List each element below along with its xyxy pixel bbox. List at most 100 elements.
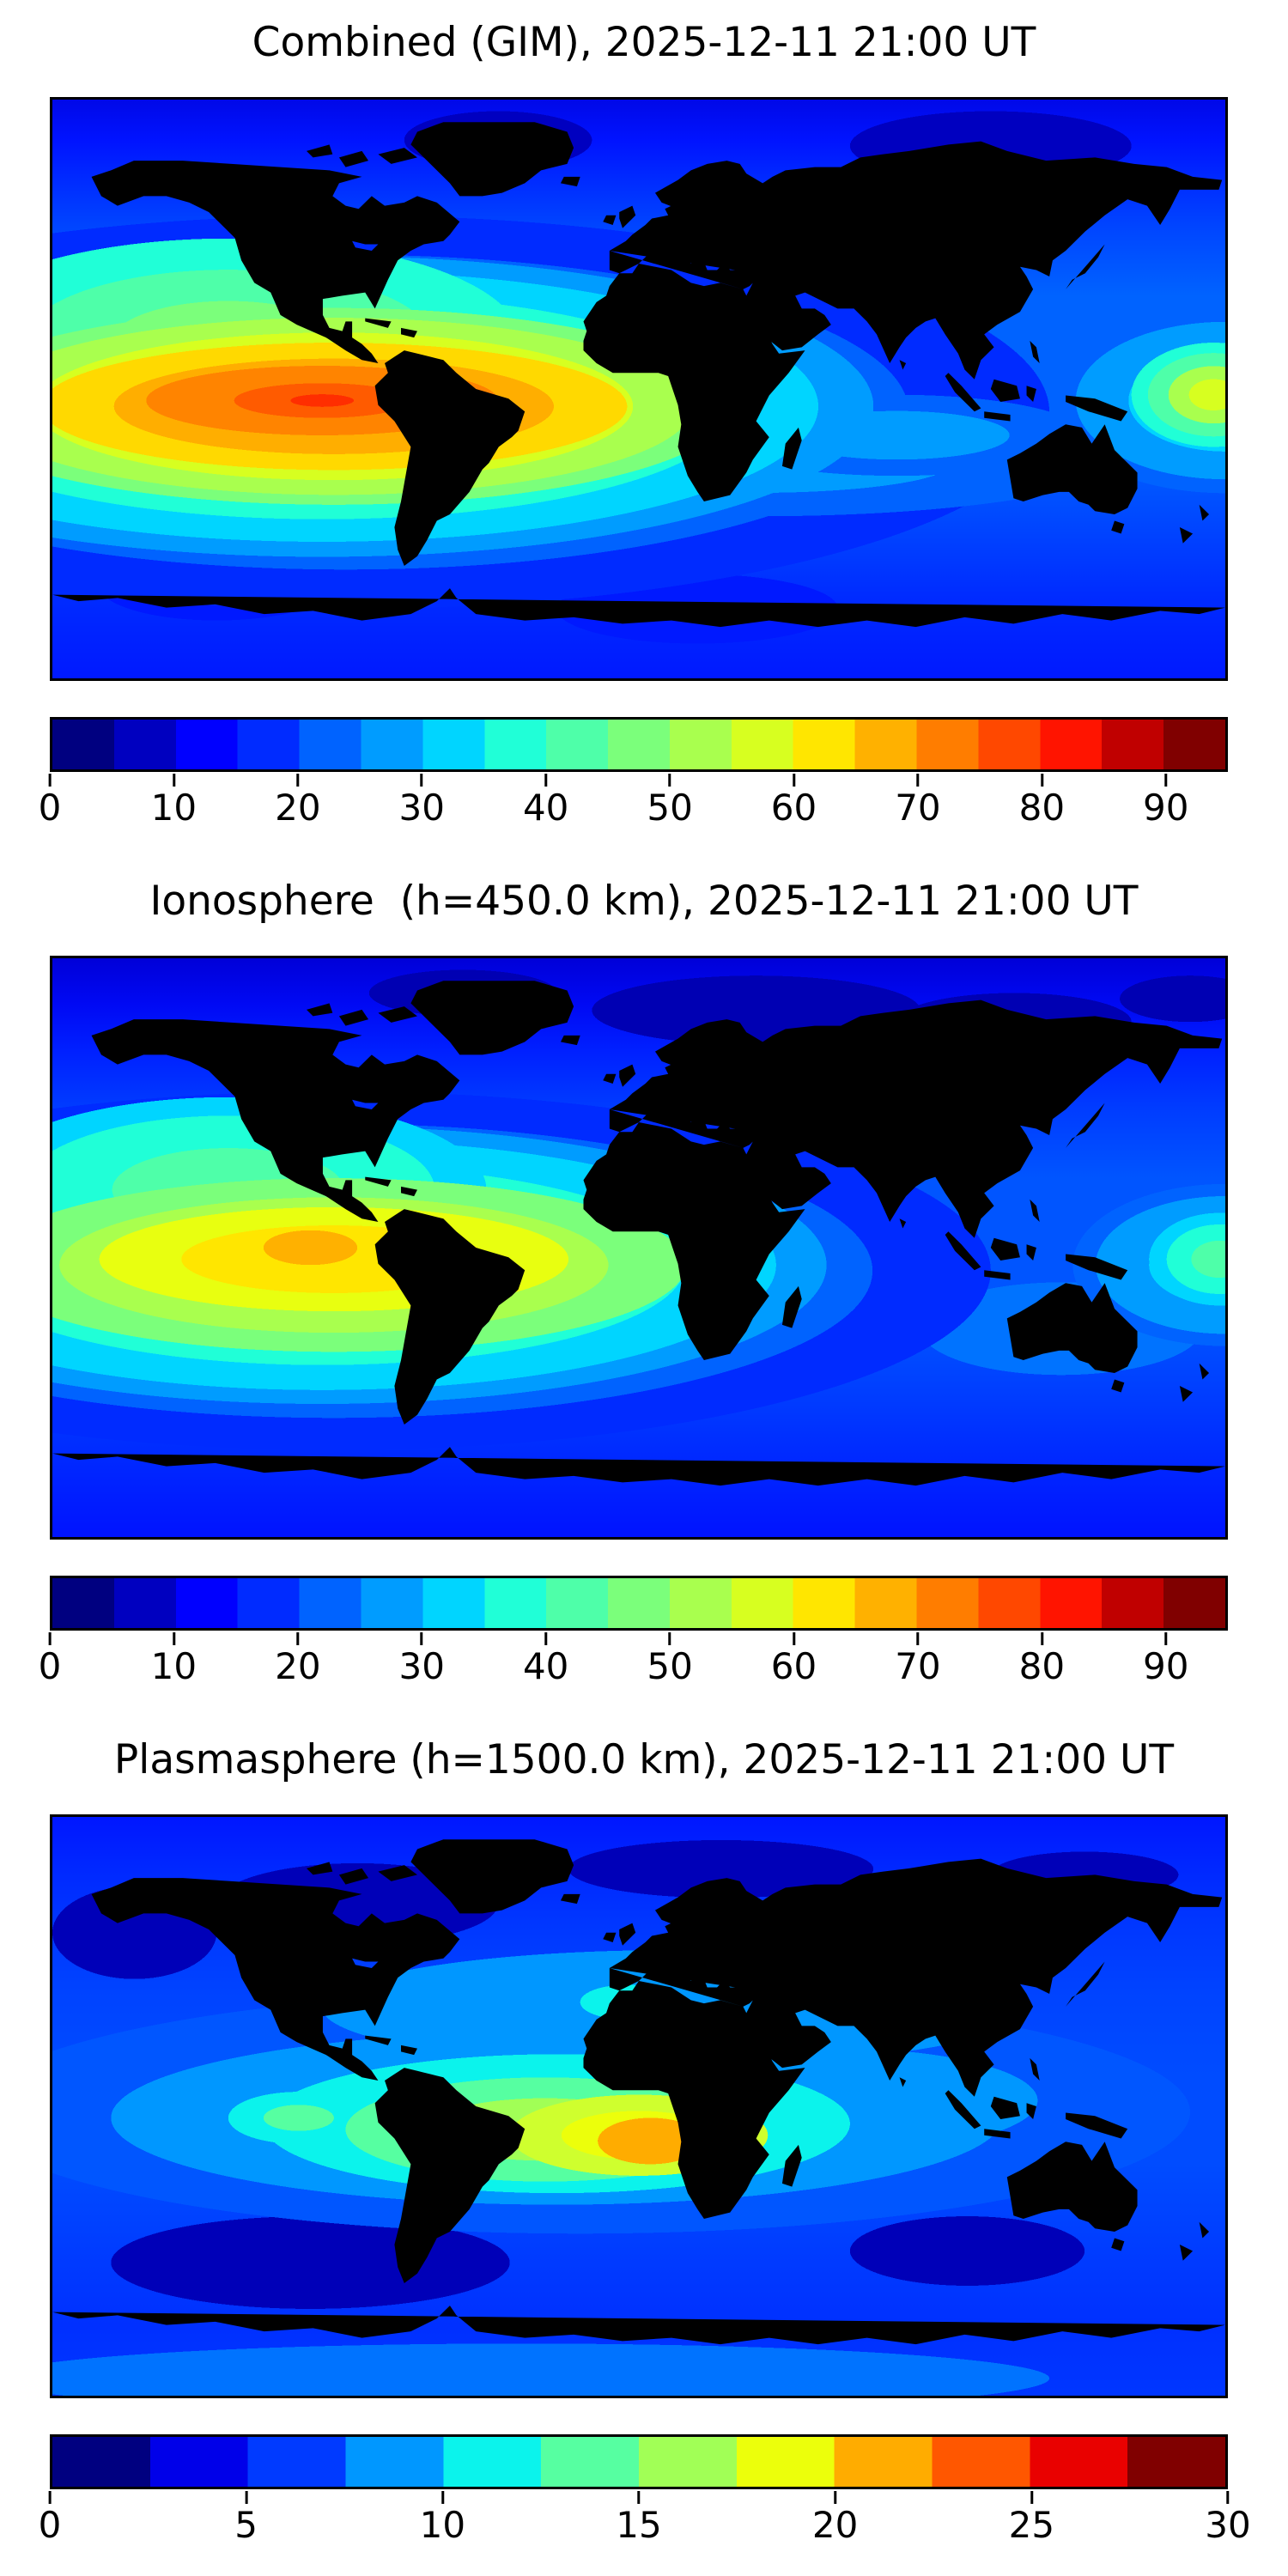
colorbar-tick-90: 90 [1143, 774, 1189, 829]
tick-mark [172, 774, 175, 787]
tick-mark [1040, 774, 1043, 787]
tick-mark [48, 774, 52, 787]
colorbar-tick-80: 80 [1019, 774, 1065, 829]
coastline-overlay [52, 981, 1225, 1486]
tick-mark [793, 774, 796, 787]
tick-label: 20 [275, 1645, 321, 1687]
colorbar-ticks-plasmasphere: 0 5 10 15 20 25 30 [39, 2491, 1251, 2568]
tick-label: 90 [1143, 1645, 1189, 1687]
tick-mark [172, 1632, 175, 1645]
colorbar-ticks-ionosphere: 0 10 20 30 40 50 60 70 80 90 [39, 1632, 1228, 1710]
colorbar-tick-30: 30 [399, 774, 445, 829]
tick-mark [48, 2491, 52, 2504]
tick-label: 70 [895, 787, 941, 829]
tick-mark [1164, 1632, 1168, 1645]
colorbar-tick-30: 30 [399, 1632, 445, 1687]
tick-mark [245, 2491, 248, 2504]
colorbar-tick-70: 70 [895, 1632, 941, 1687]
tick-mark [1164, 774, 1168, 787]
tick-label: 90 [1143, 787, 1189, 829]
tick-label: 20 [275, 787, 321, 829]
colorbar-ionosphere [50, 1576, 1228, 1631]
colorbar-tick-20: 20 [812, 2491, 858, 2546]
map-ionosphere [50, 956, 1228, 1540]
colorbar-tick-25: 25 [1009, 2491, 1054, 2546]
tick-label: 70 [895, 1645, 941, 1687]
tick-label: 40 [522, 787, 569, 829]
colorbar-plasmasphere [50, 2434, 1228, 2489]
colorbar-combined [50, 717, 1228, 772]
tick-mark [544, 1632, 548, 1645]
tick-mark [1040, 1632, 1043, 1645]
tick-mark [834, 2491, 837, 2504]
tick-mark [1226, 2491, 1230, 2504]
colorbar-tick-10: 10 [420, 2491, 465, 2546]
colorbar-tick-10: 10 [151, 774, 197, 829]
colorbar-tick-60: 60 [771, 1632, 817, 1687]
tick-label: 15 [616, 2504, 662, 2546]
tick-mark [420, 774, 423, 787]
tick-mark [544, 774, 548, 787]
panel-title-combined: Combined (GIM), 2025-12-11 21:00 UT [252, 19, 1036, 66]
colorbar-tick-60: 60 [771, 774, 817, 829]
tick-label: 40 [522, 1645, 569, 1687]
tick-label: 25 [1008, 2504, 1055, 2546]
tick-mark [48, 1632, 52, 1645]
colorbar-tick-10: 10 [151, 1632, 197, 1687]
coastline-overlay [52, 1839, 1225, 2345]
colorbar-tick-5: 5 [234, 2491, 258, 2546]
tick-label: 50 [647, 1645, 693, 1687]
tick-label: 80 [1018, 787, 1066, 829]
tick-mark [668, 1632, 671, 1645]
panel-ionosphere: Ionosphere (h=450.0 km), 2025-12-11 21:0… [0, 859, 1288, 1717]
colorbar-tick-30: 30 [1205, 2491, 1251, 2546]
colorbar-tick-70: 70 [895, 774, 941, 829]
tick-label: 10 [150, 787, 197, 829]
panel-title-plasmasphere: Plasmasphere (h=1500.0 km), 2025-12-11 2… [113, 1736, 1175, 1783]
tick-mark [793, 1632, 796, 1645]
tick-mark [916, 1632, 920, 1645]
colorbar-tick-40: 40 [523, 1632, 568, 1687]
colorbar-tick-20: 20 [275, 774, 321, 829]
colorbar-tick-50: 50 [647, 1632, 693, 1687]
coastline-overlay [52, 122, 1225, 628]
tick-label: 20 [811, 2504, 859, 2546]
colorbar-tick-15: 15 [616, 2491, 662, 2546]
tick-label: 0 [38, 2504, 62, 2546]
tick-mark [420, 1632, 423, 1645]
colorbar-tick-80: 80 [1019, 1632, 1065, 1687]
tick-mark [440, 2491, 444, 2504]
panel-plasmasphere: Plasmasphere (h=1500.0 km), 2025-12-11 2… [0, 1717, 1288, 2576]
tick-mark [296, 774, 300, 787]
tick-label: 50 [647, 787, 693, 829]
colorbar-tick-90: 90 [1143, 1632, 1189, 1687]
tick-label: 10 [419, 2504, 466, 2546]
tick-label: 30 [398, 787, 445, 829]
tick-label: 60 [770, 1645, 817, 1687]
colorbar-tick-0: 0 [38, 774, 62, 829]
tick-mark [1030, 2491, 1033, 2504]
tick-mark [916, 774, 920, 787]
colorbar-tick-0: 0 [38, 2491, 62, 2546]
tick-label: 30 [398, 1645, 445, 1687]
tick-mark [296, 1632, 300, 1645]
panel-combined-gim: Combined (GIM), 2025-12-11 21:00 UT 0 10 2… [0, 0, 1288, 859]
tick-label: 80 [1018, 1645, 1066, 1687]
tick-label: 5 [234, 2504, 258, 2546]
colorbar-tick-0: 0 [38, 1632, 62, 1687]
colorbar-tick-20: 20 [275, 1632, 321, 1687]
map-plasmasphere [50, 1814, 1228, 2398]
tick-label: 60 [770, 787, 817, 829]
map-combined [50, 97, 1228, 681]
colorbar-tick-40: 40 [523, 774, 568, 829]
tick-mark [637, 2491, 641, 2504]
tick-label: 30 [1205, 2504, 1251, 2546]
tick-mark [668, 774, 671, 787]
panel-title-ionosphere: Ionosphere (h=450.0 km), 2025-12-11 21:0… [149, 878, 1139, 925]
colorbar-ticks-combined: 0 10 20 30 40 50 60 70 80 90 [39, 774, 1228, 851]
tick-label: 0 [38, 787, 62, 829]
colorbar-tick-50: 50 [647, 774, 693, 829]
tick-label: 10 [150, 1645, 197, 1687]
tick-label: 0 [38, 1645, 62, 1687]
